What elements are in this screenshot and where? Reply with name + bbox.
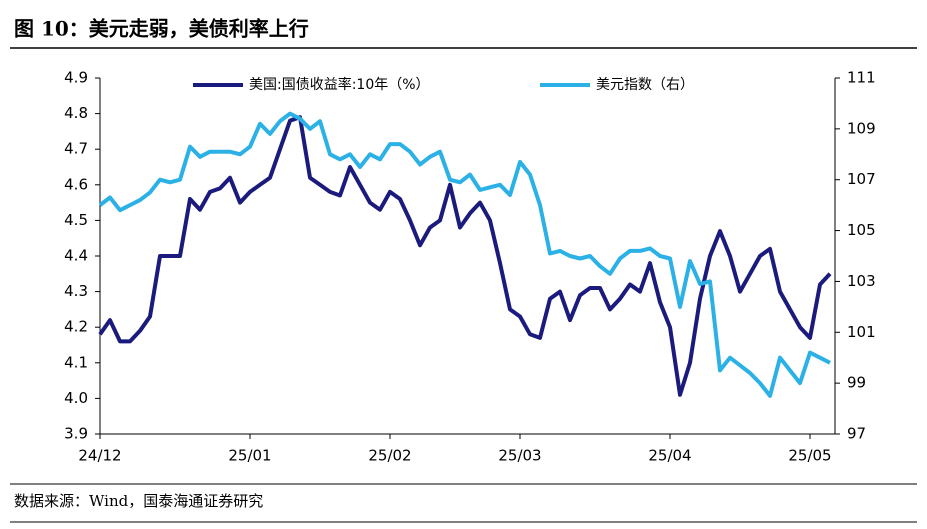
y-tick-label: 4.6 bbox=[64, 175, 88, 193]
legend-label: 美国:国债收益率:10年（%） bbox=[249, 76, 430, 93]
y2-tick-label: 105 bbox=[847, 221, 876, 239]
chart-title: 图 10：美元走弱，美债利率上行 bbox=[14, 17, 309, 41]
y-tick-label: 4.8 bbox=[64, 104, 88, 122]
y-tick-label: 4.1 bbox=[64, 353, 88, 371]
legend-label: 美元指数（右） bbox=[596, 77, 694, 93]
x-tick-label: 25/03 bbox=[498, 447, 541, 465]
y2-tick-label: 97 bbox=[847, 425, 866, 443]
x-tick-label: 25/01 bbox=[228, 447, 271, 465]
y2-tick-label: 109 bbox=[847, 119, 876, 137]
x-tick-label: 25/04 bbox=[648, 447, 691, 465]
y-tick-label: 4.5 bbox=[64, 211, 88, 229]
y-tick-label: 4.0 bbox=[64, 389, 88, 407]
y-tick-label: 4.3 bbox=[64, 282, 88, 300]
y-tick-label: 4.4 bbox=[64, 247, 88, 265]
series-line bbox=[98, 111, 831, 398]
y2-tick-label: 111 bbox=[847, 69, 876, 87]
y-tick-label: 4.9 bbox=[64, 69, 88, 87]
x-tick-label: 25/02 bbox=[368, 447, 411, 465]
x-tick-label: 24/12 bbox=[78, 447, 121, 465]
y2-tick-label: 101 bbox=[847, 323, 876, 341]
y-tick-label: 4.7 bbox=[64, 140, 88, 158]
y2-tick-label: 99 bbox=[847, 374, 866, 392]
x-tick-label: 25/05 bbox=[788, 447, 831, 465]
source: 数据来源：Wind，国泰海通证券研究 bbox=[14, 492, 263, 510]
y-tick-label: 3.9 bbox=[64, 425, 88, 443]
y2-tick-label: 107 bbox=[847, 170, 876, 188]
y2-tick-label: 103 bbox=[847, 272, 876, 290]
series-line bbox=[98, 115, 832, 397]
y-tick-label: 4.2 bbox=[64, 318, 88, 336]
